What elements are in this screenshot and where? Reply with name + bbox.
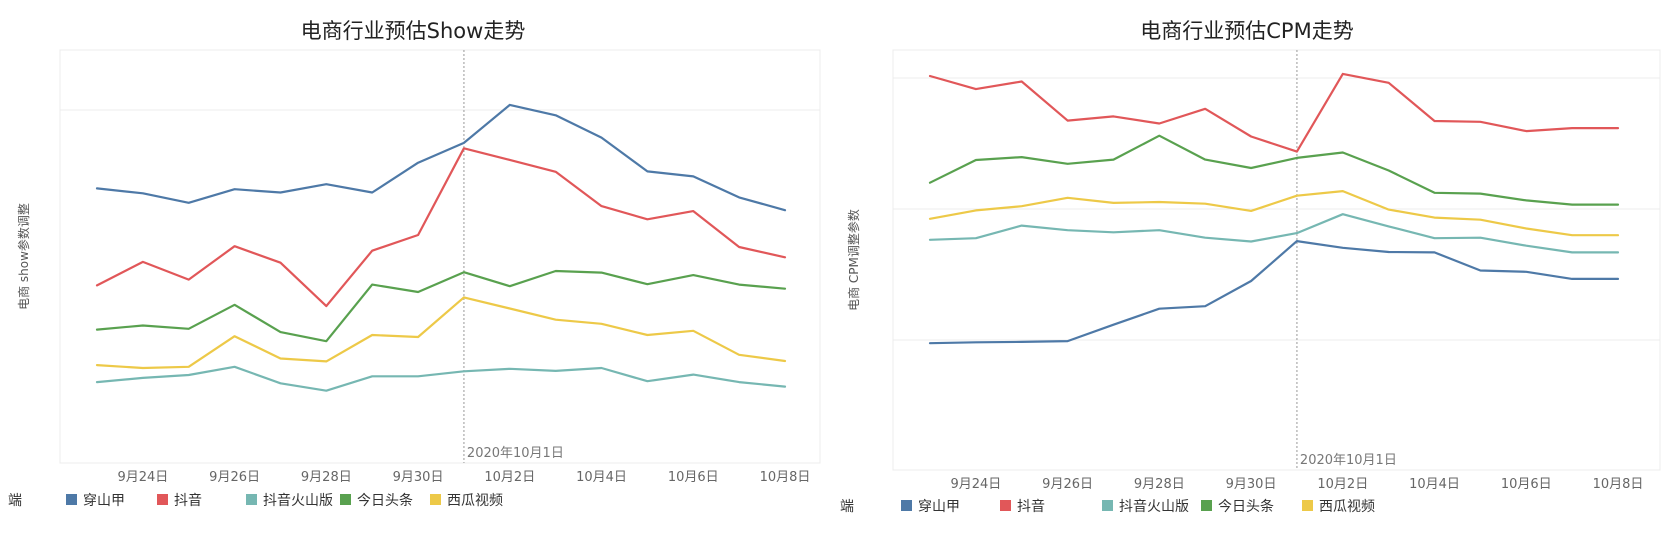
series-line-0 xyxy=(95,103,787,212)
legend-swatch xyxy=(340,494,351,505)
legend-swatch xyxy=(1302,500,1313,511)
series-line-3 xyxy=(928,134,1620,206)
series-line-1 xyxy=(928,72,1620,153)
legend-label: 今日头条 xyxy=(1218,498,1274,515)
legend-swatch xyxy=(1000,500,1011,511)
chart-title: 电商行业预估Show走势 xyxy=(301,19,526,43)
plot-area xyxy=(892,49,1661,471)
legend-label: 抖音 xyxy=(174,492,202,509)
x-tick-label: 9月26日 xyxy=(1042,477,1093,492)
series-line-4 xyxy=(95,296,787,370)
reference-line-label: 2020年10月1日 xyxy=(1300,453,1397,468)
legend-label: 西瓜视频 xyxy=(1319,499,1375,515)
legend-label: 西瓜视频 xyxy=(447,493,503,509)
series-line-2 xyxy=(95,365,787,392)
y-axis-label: 电商 show参数调整 xyxy=(16,203,31,310)
plot-area xyxy=(59,49,821,464)
x-tick-label: 10月6日 xyxy=(1501,477,1552,492)
legend-swatch xyxy=(246,494,257,505)
x-tick-label: 10月4日 xyxy=(1409,477,1460,492)
x-tick-label: 9月30日 xyxy=(1226,477,1277,492)
legend-swatch xyxy=(430,494,441,505)
legend-swatch xyxy=(1102,500,1113,511)
chart-title: 电商行业预估CPM走势 xyxy=(1140,19,1353,43)
legend-title: 端 xyxy=(8,493,22,509)
x-tick-label: 10月8日 xyxy=(760,470,811,485)
legend-label: 今日头条 xyxy=(357,492,413,509)
legend-label: 抖音火山版 xyxy=(1119,498,1189,515)
x-tick-label: 9月28日 xyxy=(301,470,352,485)
series-line-4 xyxy=(928,190,1620,237)
legend-label: 抖音 xyxy=(1017,498,1045,515)
series-line-0 xyxy=(928,240,1620,345)
x-tick-label: 10月6日 xyxy=(668,470,719,485)
series-line-1 xyxy=(95,147,787,308)
legend-swatch xyxy=(157,494,168,505)
x-tick-label: 9月24日 xyxy=(117,470,168,485)
x-tick-label: 10月4日 xyxy=(576,470,627,485)
legend-title: 端 xyxy=(840,499,854,515)
x-tick-label: 9月26日 xyxy=(209,470,260,485)
x-tick-label: 9月28日 xyxy=(1134,477,1185,492)
series-line-2 xyxy=(928,213,1620,254)
series-line-3 xyxy=(95,269,787,343)
reference-line-label: 2020年10月1日 xyxy=(467,446,564,461)
legend-swatch xyxy=(901,500,912,511)
legend-swatch xyxy=(1201,500,1212,511)
legend-label: 抖音火山版 xyxy=(263,492,333,509)
legend-label: 穿山甲 xyxy=(83,493,125,509)
legend-label: 穿山甲 xyxy=(918,499,960,515)
legend-swatch xyxy=(66,494,77,505)
x-tick-label: 9月24日 xyxy=(950,477,1001,492)
x-tick-label: 9月30日 xyxy=(393,470,444,485)
x-tick-label: 10月8日 xyxy=(1593,477,1644,492)
x-tick-label: 10月2日 xyxy=(484,470,535,485)
x-tick-label: 10月2日 xyxy=(1317,477,1368,492)
y-axis-label: 电商 CPM调整参数 xyxy=(846,209,861,311)
